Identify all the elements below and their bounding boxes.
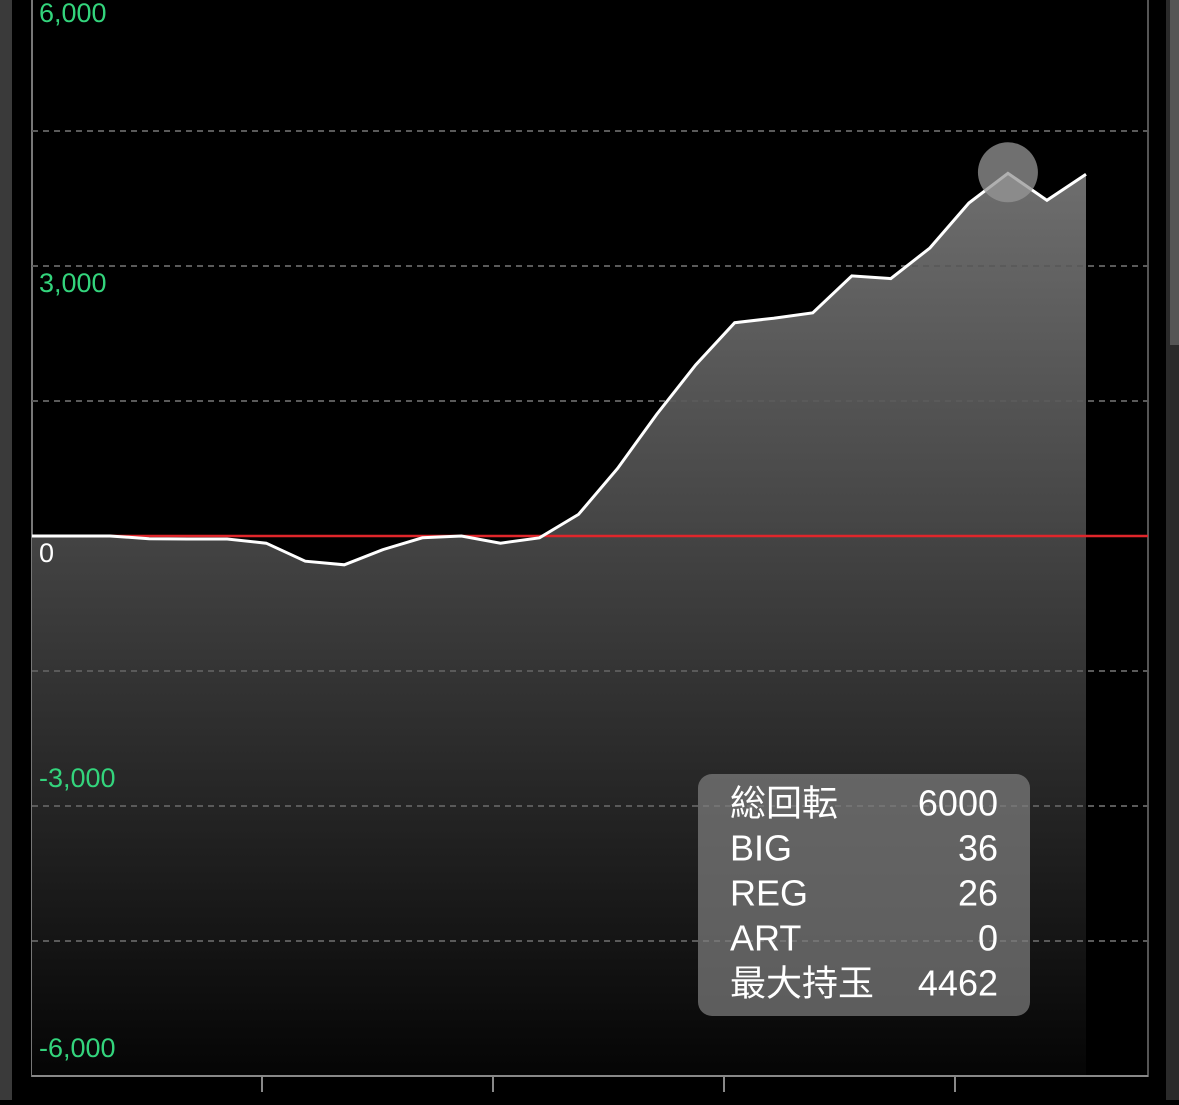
summary-label: REG	[730, 873, 808, 914]
summary-value: 6000	[918, 783, 998, 824]
scrollbar[interactable]	[1170, 0, 1179, 345]
summary-label: ART	[730, 918, 801, 959]
summary-label: 総回転	[730, 783, 838, 824]
y-tick-label: -6,000	[39, 1033, 116, 1063]
summary-value: 36	[958, 828, 998, 869]
y-tick-label: -3,000	[39, 763, 116, 793]
line	[32, 171, 1087, 567]
summary-box: 総回転 6000 BIG 36 REG 26 ART 0 最大持玉 4462	[698, 774, 1030, 1016]
y-tick-label: 0	[39, 538, 54, 568]
y-tick-label: 3,000	[39, 268, 107, 298]
summary-background	[698, 774, 1030, 1016]
summary-value: 4462	[918, 963, 998, 1004]
x-ticks	[261, 1076, 956, 1092]
summary-label: BIG	[730, 828, 792, 869]
summary-label: 最大持玉	[730, 963, 874, 1004]
summary-value: 26	[958, 873, 998, 914]
highlight-point	[977, 142, 1038, 203]
y-tick-label: 6,000	[39, 0, 107, 28]
left-frame	[0, 0, 12, 1100]
summary-value: 0	[978, 918, 998, 959]
